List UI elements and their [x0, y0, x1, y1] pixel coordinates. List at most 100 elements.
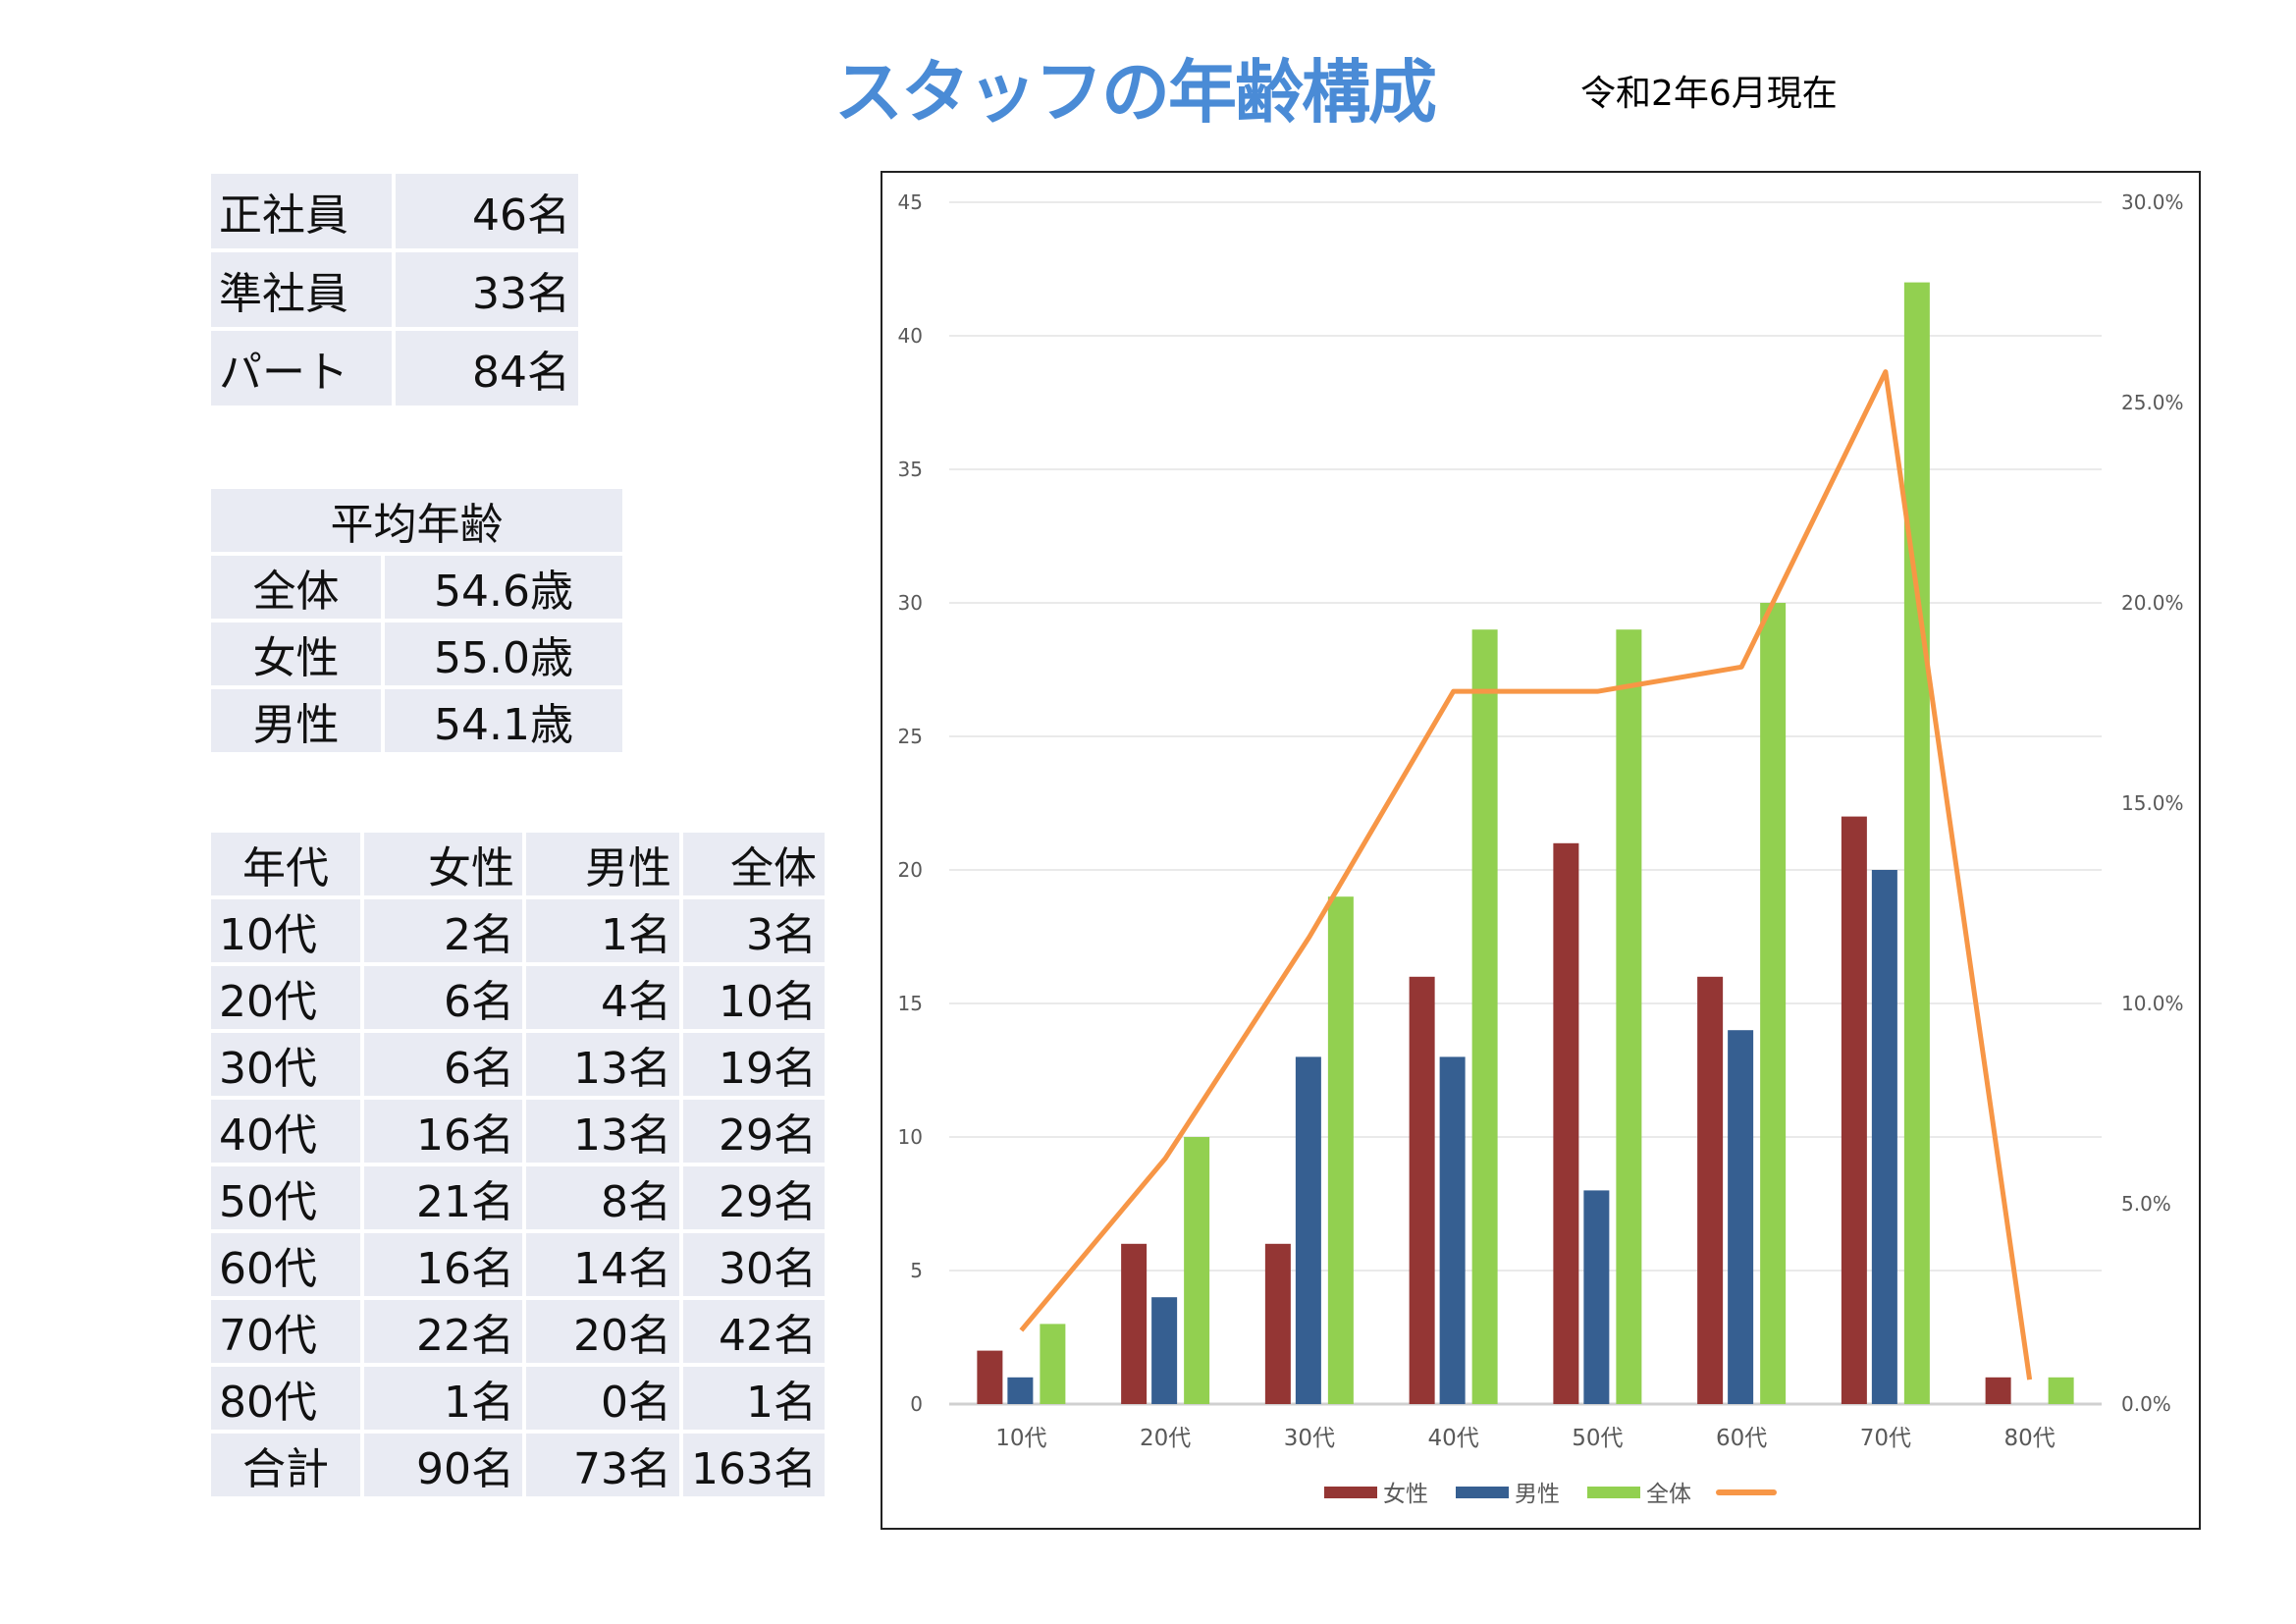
x-tick-label: 60代 — [1716, 1426, 1767, 1451]
legend-swatch — [1587, 1487, 1640, 1498]
table-row: 年代 女性 男性 全体 — [211, 833, 825, 895]
x-tick-label: 50代 — [1572, 1426, 1623, 1451]
y-tick-label: 40 — [898, 324, 923, 348]
page-title: スタッフの年齢構成 — [834, 52, 1437, 133]
row-label: 全体 — [211, 556, 381, 619]
table-row: パート 84名 — [211, 331, 578, 406]
legend-label: 全体 — [1646, 1482, 1691, 1507]
table-cell: 21名 — [364, 1166, 522, 1229]
y-tick-label: 35 — [898, 458, 923, 481]
bar-70代-全体 — [1903, 282, 1930, 1405]
legend-swatch — [1324, 1487, 1377, 1498]
table-cell: 70代 — [211, 1300, 360, 1363]
legend-label: 男性 — [1515, 1482, 1560, 1507]
table-cell: 6名 — [364, 966, 522, 1029]
table-cell: 年代 — [211, 833, 360, 895]
bar-10代-女性 — [977, 1350, 1003, 1404]
table-cell: 50代 — [211, 1166, 360, 1229]
table-cell: 163名 — [683, 1434, 825, 1496]
row-label: パート — [211, 331, 392, 406]
table-cell: 1名 — [364, 1367, 522, 1430]
y2-tick-label: 25.0% — [2121, 391, 2184, 414]
table-cell: 16名 — [364, 1233, 522, 1296]
row-value: 54.1歳 — [385, 689, 622, 752]
share-line — [1019, 369, 2033, 1380]
average-age-table: 平均年齢 全体 54.6歳 女性 55.0歳 男性 54.1歳 — [207, 485, 626, 756]
table-cell: 60代 — [211, 1233, 360, 1296]
table-cell: 30名 — [683, 1233, 825, 1296]
bar-60代-男性 — [1728, 1030, 1754, 1404]
row-value: 54.6歳 — [385, 556, 622, 619]
table-cell: 合計 — [211, 1434, 360, 1496]
bar-50代-男性 — [1583, 1190, 1610, 1404]
table-cell: 8名 — [526, 1166, 679, 1229]
x-tick-label: 20代 — [1140, 1426, 1191, 1451]
table-cell: 90名 — [364, 1434, 522, 1496]
y-tick-label: 30 — [898, 591, 923, 615]
table-cell: 20代 — [211, 966, 360, 1029]
table-cell: 女性 — [364, 833, 522, 895]
y2-tick-label: 15.0% — [2121, 791, 2184, 815]
table-cell: 73名 — [526, 1434, 679, 1496]
row-value: 84名 — [396, 331, 578, 406]
table-row: 30代 6名 13名 19名 — [211, 1033, 825, 1096]
bar-20代-男性 — [1151, 1297, 1178, 1404]
row-label: 男性 — [211, 689, 381, 752]
x-tick-label: 30代 — [1284, 1426, 1335, 1451]
bar-20代-全体 — [1184, 1137, 1210, 1404]
table-row: 60代 16名 14名 30名 — [211, 1233, 825, 1296]
y-tick-label: 15 — [898, 992, 923, 1015]
table-header: 平均年齢 — [211, 489, 622, 552]
table-cell: 2名 — [364, 899, 522, 962]
row-value: 55.0歳 — [385, 623, 622, 685]
bar-50代-全体 — [1616, 629, 1642, 1404]
table-cell: 42名 — [683, 1300, 825, 1363]
table-cell: 10名 — [683, 966, 825, 1029]
table-cell: 13名 — [526, 1100, 679, 1163]
table-cell: 6名 — [364, 1033, 522, 1096]
chart: 0 5 10 15 20 25 30 35 40 45 0.0% 5.0% 10.0% 15.0% 20.0… — [881, 171, 2201, 1530]
table-row: 合計 90名 73名 163名 — [211, 1434, 825, 1496]
table-cell: 13名 — [526, 1033, 679, 1096]
table-cell: 男性 — [526, 833, 679, 895]
table-row: 全体 54.6歳 — [211, 556, 622, 619]
bar-60代-全体 — [1760, 603, 1787, 1404]
row-label: 準社員 — [211, 252, 392, 327]
bar-40代-男性 — [1439, 1056, 1466, 1404]
legend-swatch — [1456, 1487, 1509, 1498]
x-tick-label: 80代 — [2003, 1426, 2055, 1451]
legend-label: 女性 — [1383, 1482, 1428, 1507]
table-row: 50代 21名 8名 29名 — [211, 1166, 825, 1229]
table-cell: 16名 — [364, 1100, 522, 1163]
table-row: 女性 55.0歳 — [211, 623, 622, 685]
table-row: 40代 16名 13名 29名 — [211, 1100, 825, 1163]
bar-40代-全体 — [1471, 629, 1498, 1404]
y-tick-label: 5 — [910, 1259, 923, 1282]
y2-tick-label: 10.0% — [2121, 992, 2184, 1015]
bar-20代-女性 — [1121, 1243, 1148, 1404]
x-tick-label: 10代 — [995, 1426, 1046, 1451]
y-tick-label: 25 — [898, 725, 923, 748]
table-cell: 1名 — [526, 899, 679, 962]
table-row: 準社員 33名 — [211, 252, 578, 327]
y-tick-label: 20 — [898, 858, 923, 882]
table-cell: 29名 — [683, 1100, 825, 1163]
table-cell: 10代 — [211, 899, 360, 962]
table-cell: 29名 — [683, 1166, 825, 1229]
x-tick-label: 40代 — [1427, 1426, 1478, 1451]
table-cell: 全体 — [683, 833, 825, 895]
bar-80代-女性 — [1985, 1377, 2011, 1404]
bar-30代-全体 — [1327, 896, 1354, 1404]
table-row: 正社員 46名 — [211, 174, 578, 248]
y2-tick-label: 0.0% — [2121, 1392, 2171, 1416]
bar-50代-女性 — [1553, 842, 1579, 1404]
table-row: 男性 54.1歳 — [211, 689, 622, 752]
y-tick-label: 45 — [898, 190, 923, 214]
table-cell: 19名 — [683, 1033, 825, 1096]
y-tick-label: 0 — [910, 1392, 923, 1416]
table-row: 20代 6名 4名 10名 — [211, 966, 825, 1029]
table-cell: 22名 — [364, 1300, 522, 1363]
table-cell: 40代 — [211, 1100, 360, 1163]
row-value: 33名 — [396, 252, 578, 327]
